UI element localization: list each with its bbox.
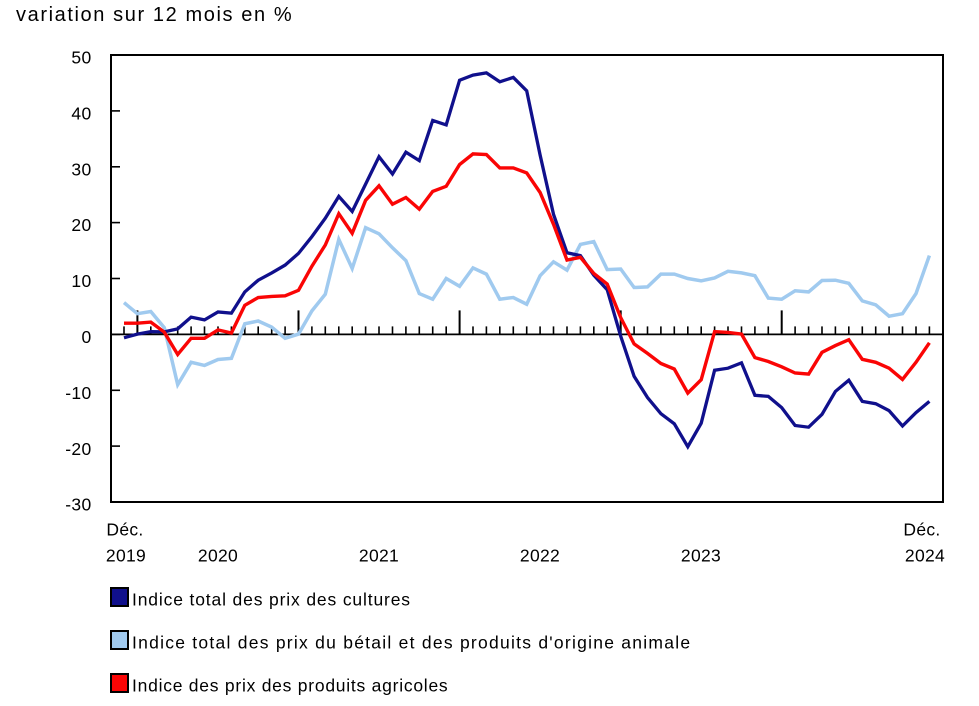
svg-text:0: 0 — [81, 327, 91, 347]
svg-text:2024: 2024 — [905, 546, 945, 566]
svg-text:2023: 2023 — [681, 546, 721, 566]
svg-text:Indice total des prix du bétai: Indice total des prix du bétail et des p… — [132, 632, 691, 652]
svg-text:50: 50 — [71, 48, 91, 68]
svg-text:-10: -10 — [65, 383, 91, 403]
svg-text:30: 30 — [71, 159, 91, 179]
svg-text:2022: 2022 — [520, 546, 560, 566]
svg-text:-20: -20 — [65, 439, 91, 459]
svg-text:10: 10 — [71, 271, 91, 291]
svg-text:2020: 2020 — [198, 546, 238, 566]
svg-text:variation sur 12 mois en %: variation sur 12 mois en % — [16, 4, 293, 26]
svg-text:20: 20 — [71, 215, 91, 235]
svg-text:2021: 2021 — [359, 546, 399, 566]
svg-text:Indice total des prix des cult: Indice total des prix des cultures — [132, 589, 411, 609]
svg-text:2019: 2019 — [106, 546, 146, 566]
svg-text:Déc.: Déc. — [106, 520, 143, 540]
svg-text:-30: -30 — [65, 495, 91, 515]
svg-text:Déc.: Déc. — [903, 520, 940, 540]
svg-text:40: 40 — [71, 104, 91, 124]
svg-text:Indice des prix des produits a: Indice des prix des produits agricoles — [132, 675, 448, 695]
